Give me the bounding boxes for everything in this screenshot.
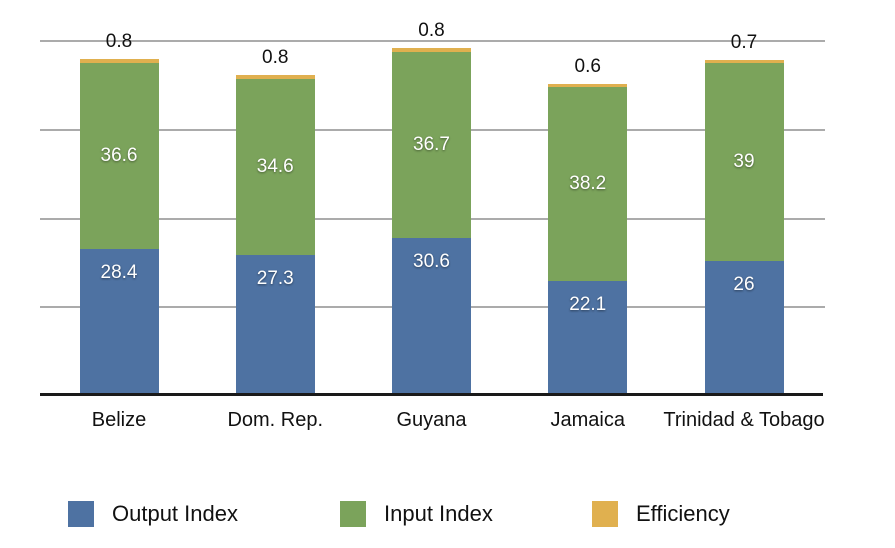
bar-segment-input-index-jamaica	[548, 87, 628, 281]
axis-label-guyana: Guyana	[396, 409, 467, 431]
legend-swatch-input-index	[340, 501, 366, 527]
value-label-efficiency-belize: 0.8	[105, 31, 133, 53]
axis-label-trinidad-tobago: Trinidad & Tobago	[663, 409, 825, 431]
bar-segment-efficiency-belize	[79, 59, 159, 64]
axis-label-jamaica: Jamaica	[550, 409, 625, 431]
value-label-output-index-dom-rep: 27.3	[256, 267, 294, 289]
bar-segment-output-index-belize	[79, 248, 159, 393]
value-label-output-index-jamaica: 22.1	[569, 293, 607, 315]
axis-label-dom-rep: Dom. Rep.	[227, 409, 324, 431]
legend-item-input-index: Input Index	[340, 501, 493, 527]
legend-swatch-efficiency	[592, 501, 618, 527]
value-label-efficiency-trinidad-tobago: 0.7	[730, 31, 758, 53]
value-label-efficiency-guyana: 0.8	[418, 19, 445, 41]
value-label-input-index-jamaica: 38.2	[569, 173, 607, 195]
legend-label-input-index: Input Index	[384, 501, 493, 526]
legend-item-output-index: Output Index	[68, 501, 238, 527]
bar-segment-output-index-dom-rep	[235, 254, 315, 393]
legend-label-output-index: Output Index	[112, 501, 238, 526]
value-label-efficiency-jamaica: 0.6	[574, 56, 601, 78]
bar-segment-efficiency-jamaica	[548, 84, 628, 88]
value-label-input-index-belize: 36.6	[100, 145, 138, 167]
value-label-output-index-guyana: 30.6	[413, 250, 450, 272]
bar-segment-input-index-belize	[79, 63, 159, 249]
legend-label-efficiency: Efficiency	[636, 501, 730, 526]
x-axis-line	[40, 393, 823, 396]
value-label-input-index-trinidad-tobago: 39	[733, 151, 755, 173]
value-label-input-index-dom-rep: 34.6	[256, 155, 294, 177]
value-label-efficiency-dom-rep: 0.8	[262, 47, 289, 69]
legend-item-efficiency: Efficiency	[592, 501, 730, 527]
value-label-input-index-guyana: 36.7	[413, 133, 450, 155]
axis-label-belize: Belize	[91, 409, 147, 431]
value-label-output-index-trinidad-tobago: 26	[733, 274, 755, 296]
bar-segment-output-index-jamaica	[548, 280, 628, 393]
bar-segment-output-index-trinidad-tobago	[704, 261, 784, 393]
value-label-output-index-belize: 28.4	[100, 261, 138, 283]
gridline	[40, 40, 825, 42]
legend-swatch-output-index	[68, 501, 94, 527]
bar-segment-efficiency-guyana	[392, 47, 471, 52]
bar-segment-efficiency-trinidad-tobago	[704, 59, 784, 64]
bar-segment-efficiency-dom-rep	[235, 75, 315, 80]
bar-segment-output-index-guyana	[392, 237, 471, 393]
bar-segment-input-index-dom-rep	[235, 79, 315, 255]
bar-segment-input-index-trinidad-tobago	[704, 63, 784, 262]
bar-segment-input-index-guyana	[392, 51, 471, 238]
